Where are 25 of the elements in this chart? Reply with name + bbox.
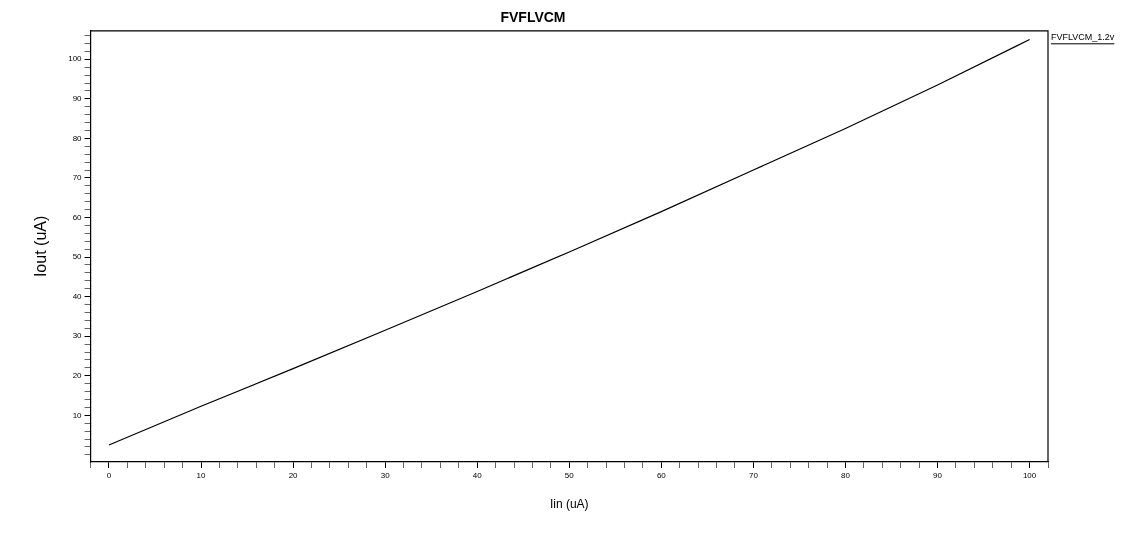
- y-tick-label: 10: [72, 410, 83, 420]
- x-tick-label: 50: [564, 471, 575, 480]
- y-tick-label: 20: [72, 370, 83, 380]
- y-tick-label: 30: [72, 331, 83, 341]
- x-tick-label: 70: [748, 471, 759, 480]
- x-tick-label: 10: [196, 471, 207, 480]
- x-tick-label: 0: [106, 471, 112, 480]
- y-tick-label: 50: [72, 252, 83, 262]
- x-tick-label: 40: [472, 471, 483, 480]
- y-tick-label: 70: [72, 173, 83, 183]
- x-tick-label: 20: [288, 471, 299, 480]
- x-tick-label: 100: [1022, 471, 1037, 480]
- y-tick-label: 60: [72, 212, 83, 222]
- x-tick-label: 60: [656, 471, 667, 480]
- y-tick-label: 90: [72, 94, 83, 104]
- x-tick-label: 90: [933, 471, 943, 480]
- y-tick-label: 80: [72, 133, 83, 143]
- y-tick-label: 40: [72, 291, 83, 301]
- x-tick-label: 80: [841, 471, 851, 480]
- y-tick-label: 100: [68, 54, 83, 64]
- x-axis-title: Iin (uA): [549, 497, 589, 512]
- x-tick-label: 30: [380, 471, 391, 480]
- chart-title: FVFLVCM: [500, 9, 566, 26]
- y-axis-title: Iout (uA): [32, 215, 50, 278]
- text: FVFLVCM_1.2v: [1051, 31, 1115, 42]
